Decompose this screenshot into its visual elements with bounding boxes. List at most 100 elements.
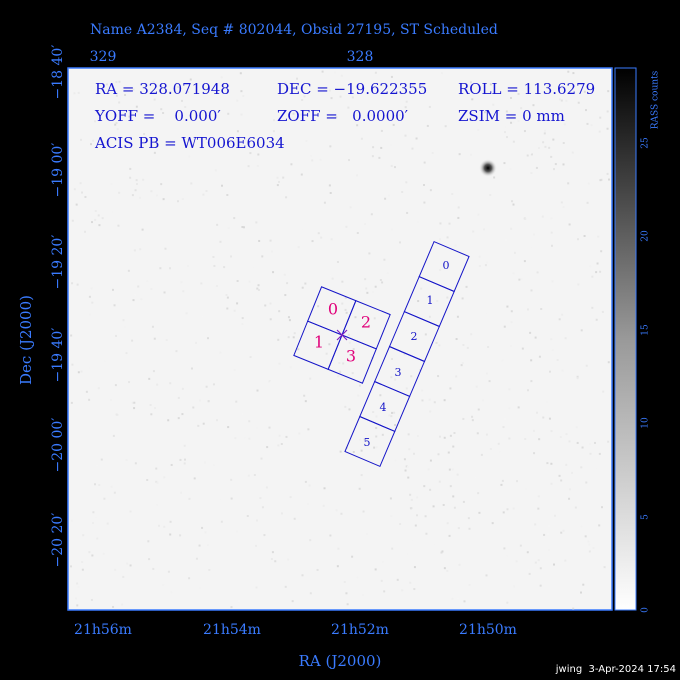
noise-pixel xyxy=(429,410,432,413)
noise-pixel xyxy=(378,156,381,159)
noise-pixel xyxy=(319,158,322,161)
noise-pixel xyxy=(599,116,602,119)
noise-pixel xyxy=(328,343,331,346)
noise-pixel xyxy=(141,228,144,231)
noise-pixel xyxy=(424,333,427,336)
noise-pixel xyxy=(572,72,575,75)
noise-pixel xyxy=(305,529,308,532)
noise-pixel xyxy=(349,206,352,209)
noise-pixel xyxy=(451,468,454,471)
noise-pixel xyxy=(194,504,197,507)
noise-pixel xyxy=(123,325,126,328)
acis-i-label: 3 xyxy=(346,347,356,366)
noise-pixel xyxy=(423,201,426,204)
colorbar-title: RASS counts xyxy=(651,70,661,129)
noise-pixel xyxy=(330,238,333,241)
noise-pixel xyxy=(533,452,536,455)
noise-pixel xyxy=(493,176,496,179)
noise-pixel xyxy=(110,485,113,488)
noise-pixel xyxy=(562,163,565,166)
noise-pixel xyxy=(356,124,359,127)
noise-pixel xyxy=(129,176,132,179)
noise-pixel xyxy=(530,380,533,383)
noise-pixel xyxy=(188,138,191,141)
noise-pixel xyxy=(133,249,136,252)
noise-pixel xyxy=(115,121,118,124)
noise-pixel xyxy=(372,146,375,149)
noise-pixel xyxy=(284,294,287,297)
noise-pixel xyxy=(282,176,285,179)
noise-pixel xyxy=(462,417,465,420)
noise-pixel xyxy=(240,90,243,93)
noise-pixel xyxy=(558,98,561,101)
noise-pixel xyxy=(585,364,588,367)
noise-pixel xyxy=(128,381,131,384)
noise-pixel xyxy=(449,434,452,437)
noise-pixel xyxy=(106,83,109,86)
noise-pixel xyxy=(607,90,610,93)
noise-pixel xyxy=(442,503,445,506)
noise-pixel xyxy=(81,561,84,564)
noise-pixel xyxy=(508,437,511,440)
noise-pixel xyxy=(164,247,167,250)
noise-pixel xyxy=(370,113,373,116)
bottom-tick-label: 21h54m xyxy=(203,622,261,638)
noise-pixel xyxy=(249,152,252,155)
noise-pixel xyxy=(342,362,345,365)
noise-pixel xyxy=(533,233,536,236)
noise-pixel xyxy=(341,302,344,305)
noise-pixel xyxy=(201,526,204,529)
acis-s-label: 1 xyxy=(427,294,434,307)
noise-pixel xyxy=(455,375,458,378)
noise-pixel xyxy=(448,534,451,537)
noise-pixel xyxy=(537,507,540,510)
noise-pixel xyxy=(92,511,95,514)
noise-pixel xyxy=(169,267,172,270)
noise-pixel xyxy=(440,551,443,554)
noise-pixel xyxy=(80,138,83,141)
noise-pixel xyxy=(433,401,436,404)
ccd xyxy=(327,334,377,384)
noise-pixel xyxy=(446,296,449,299)
noise-pixel xyxy=(489,83,492,86)
noise-pixel xyxy=(453,431,456,434)
noise-pixel xyxy=(88,398,91,401)
noise-pixel xyxy=(202,193,205,196)
noise-pixel xyxy=(219,498,222,501)
noise-pixel xyxy=(599,270,602,273)
noise-pixel xyxy=(404,469,407,472)
noise-pixel xyxy=(417,300,420,303)
noise-pixel xyxy=(394,424,397,427)
noise-pixel xyxy=(169,520,172,523)
noise-pixel xyxy=(140,298,143,301)
noise-pixel xyxy=(208,568,211,571)
noise-pixel xyxy=(546,462,549,465)
noise-pixel xyxy=(113,491,116,494)
noise-pixel xyxy=(443,399,446,402)
noise-pixel xyxy=(591,306,594,309)
noise-pixel xyxy=(390,144,393,147)
noise-pixel xyxy=(559,436,562,439)
noise-pixel xyxy=(536,411,539,414)
noise-pixel xyxy=(600,178,603,181)
noise-pixel xyxy=(131,401,134,404)
noise-pixel xyxy=(388,414,391,417)
noise-pixel xyxy=(300,173,303,176)
noise-pixel xyxy=(289,496,292,499)
noise-pixel xyxy=(303,394,306,397)
noise-pixel xyxy=(102,552,105,555)
noise-pixel xyxy=(517,92,520,95)
noise-pixel xyxy=(306,332,309,335)
noise-pixel xyxy=(75,597,78,600)
noise-pixel xyxy=(380,146,383,149)
noise-pixel xyxy=(501,479,504,482)
noise-pixel xyxy=(129,510,132,513)
noise-pixel xyxy=(433,543,436,546)
info-roll: ROLL = 113.6279 xyxy=(458,80,595,98)
noise-pixel xyxy=(151,325,154,328)
noise-pixel xyxy=(317,305,320,308)
noise-pixel xyxy=(138,196,141,199)
noise-pixel xyxy=(512,121,515,124)
noise-pixel xyxy=(608,178,611,181)
